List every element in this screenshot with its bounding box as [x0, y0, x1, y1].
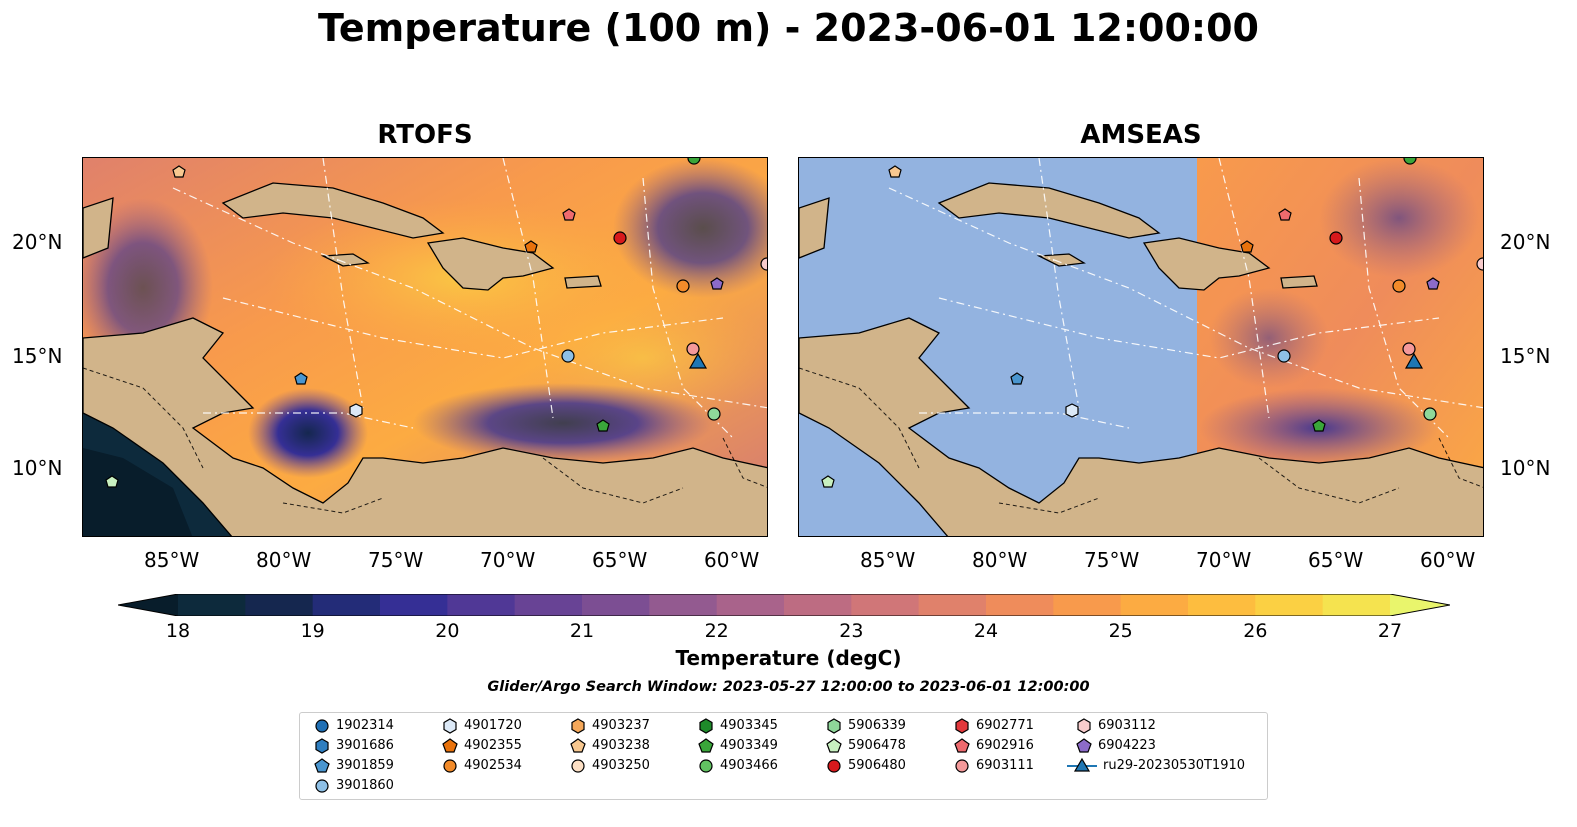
colorbar-segment	[986, 594, 1054, 616]
colorbar-segment	[514, 594, 583, 616]
colorbar-tick-label: 25	[1108, 620, 1133, 642]
y-tick-label-right: 10°N	[1500, 456, 1551, 480]
x-tick-label: 80°W	[972, 548, 1028, 572]
search-window-text: Glider/Argo Search Window: 2023-05-27 12…	[487, 679, 1090, 695]
colorbar-segment	[1120, 594, 1189, 616]
legend-label: 6903111	[976, 758, 1034, 773]
legend: 1902314 3901686 3901859 3901860 4901720 49023…	[299, 712, 1268, 800]
colorbar-tick-label: 20	[435, 620, 460, 642]
legend-label: 1902314	[336, 718, 394, 733]
colorbar-tick-label: 26	[1243, 620, 1268, 642]
colorbar-segment	[716, 594, 785, 616]
x-tick-label: 75°W	[368, 548, 424, 572]
colorbar	[117, 593, 1451, 617]
map-amseas	[798, 157, 1484, 537]
colorbar-segment	[582, 594, 650, 616]
legend-label: 4901720	[464, 718, 522, 733]
map-rtofs	[82, 157, 768, 537]
colorbar-segment	[380, 594, 448, 616]
legend-label: 6902916	[976, 738, 1034, 753]
colorbar-segment	[1053, 594, 1122, 616]
legend-label: 6904223	[1098, 738, 1156, 753]
colorbar-segment	[918, 594, 987, 616]
figure-title: Temperature (100 m) - 2023-06-01 12:00:0…	[317, 6, 1259, 50]
x-tick-label: 70°W	[1196, 548, 1252, 572]
colorbar-segment	[1255, 594, 1324, 616]
colorbar-over-extension	[1390, 594, 1450, 616]
x-tick-label: 70°W	[480, 548, 536, 572]
colorbar-segment	[1188, 594, 1256, 616]
legend-label: 4903466	[720, 758, 778, 773]
x-tick-label: 65°W	[592, 548, 648, 572]
legend-label: 4903349	[720, 738, 778, 753]
legend-label: 6903112	[1098, 718, 1156, 733]
x-tick-label: 65°W	[1308, 548, 1364, 572]
x-tick-label: 85°W	[860, 548, 916, 572]
colorbar-segment	[851, 594, 920, 616]
legend-label: 4903250	[592, 758, 650, 773]
colorbar-segment	[649, 594, 718, 616]
y-tick-label-left: 20°N	[12, 230, 63, 254]
colorbar-tick-label: 19	[300, 620, 325, 642]
colorbar-label: Temperature (degC)	[675, 646, 902, 670]
colorbar-tick-label: 21	[569, 620, 595, 642]
legend-label: 3901859	[336, 758, 394, 773]
y-tick-label-right: 15°N	[1500, 344, 1551, 368]
legend-label: 3901686	[336, 738, 394, 753]
legend-label: ru29-20230530T1910	[1103, 758, 1246, 773]
colorbar-segment	[447, 594, 516, 616]
colorbar-tick-label: 23	[839, 620, 864, 642]
y-tick-label-left: 10°N	[12, 456, 63, 480]
legend-label: 3901860	[336, 778, 394, 793]
legend-label: 4903238	[592, 738, 650, 753]
legend-label: 5906480	[848, 758, 906, 773]
x-tick-label: 60°W	[704, 548, 760, 572]
legend-label: 4902355	[464, 738, 522, 753]
legend-label: 5906339	[848, 718, 906, 733]
x-tick-label: 60°W	[1420, 548, 1476, 572]
colorbar-segment	[784, 594, 852, 616]
x-tick-label: 85°W	[144, 548, 200, 572]
y-tick-label-left: 15°N	[12, 344, 63, 368]
x-tick-label: 75°W	[1084, 548, 1140, 572]
x-tick-label: 80°W	[256, 548, 312, 572]
colorbar-tick-label: 27	[1377, 620, 1403, 642]
colorbar-segment	[245, 594, 314, 616]
legend-label: 5906478	[848, 738, 906, 753]
colorbar-tick-label: 24	[973, 620, 999, 642]
colorbar-tick-label: 18	[165, 620, 191, 642]
panel-title-amseas: AMSEAS	[1080, 120, 1202, 150]
colorbar-segment	[1322, 594, 1391, 616]
panel-title-rtofs: RTOFS	[377, 120, 473, 150]
colorbar-under-extension	[118, 594, 178, 616]
y-tick-label-right: 20°N	[1500, 230, 1551, 254]
legend-label: 4903345	[720, 718, 778, 733]
colorbar-tick-label: 22	[704, 620, 729, 642]
legend-label: 4902534	[464, 758, 522, 773]
colorbar-segment	[178, 594, 246, 616]
legend-label: 4903237	[592, 718, 650, 733]
legend-label: 6902771	[976, 718, 1034, 733]
colorbar-segment	[312, 594, 381, 616]
